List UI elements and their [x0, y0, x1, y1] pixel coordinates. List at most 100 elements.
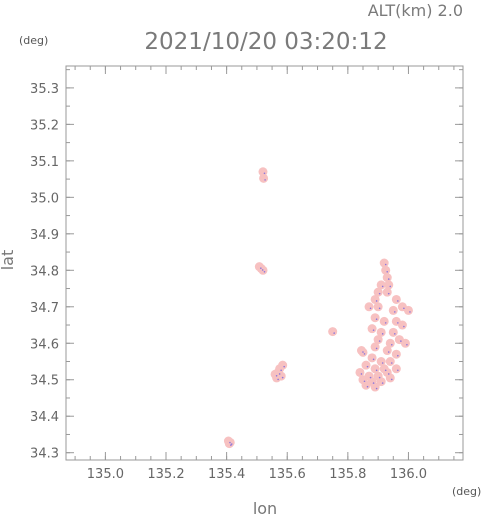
- data-point: [385, 338, 395, 348]
- data-point-edge: [230, 443, 233, 445]
- data-point: [382, 287, 392, 297]
- data-point: [385, 357, 395, 366]
- data-point: [258, 167, 268, 177]
- data-point: [382, 273, 392, 283]
- data-point-edge: [375, 369, 378, 372]
- data-point-edge: [387, 373, 390, 375]
- data-point-edge: [397, 369, 399, 372]
- data-point-edge: [369, 376, 372, 379]
- data-point: [373, 287, 383, 297]
- data-points: [223, 167, 413, 449]
- x-tick-labels: 135.0 135.2 135.4 135.6 135.8 136.0: [87, 467, 427, 482]
- data-point-edge: [390, 362, 393, 364]
- data-point-edge: [390, 343, 393, 346]
- data-point: [397, 320, 407, 330]
- data-point-edge: [387, 351, 390, 353]
- data-point: [385, 373, 395, 383]
- data-point-edge: [362, 351, 364, 353]
- data-point: [364, 302, 374, 312]
- data-point-edge: [261, 269, 264, 271]
- data-point: [379, 258, 389, 268]
- data-point: [379, 316, 389, 326]
- data-point: [376, 377, 386, 387]
- x-tick-label: 135.8: [329, 467, 366, 482]
- x-tick-label: 136.0: [390, 467, 427, 482]
- data-point: [367, 324, 377, 334]
- data-point: [328, 327, 338, 337]
- data-point-edge: [390, 378, 393, 381]
- data-point-edge: [366, 385, 369, 388]
- data-point-edge: [403, 307, 405, 310]
- x-tick-label: 135.4: [208, 467, 245, 482]
- data-point: [370, 382, 380, 392]
- data-point-edge: [372, 358, 375, 361]
- data-point-edge: [384, 263, 387, 266]
- data-point-edge: [409, 311, 411, 313]
- data-point-edge: [378, 376, 381, 379]
- x-tick-label: 135.2: [147, 467, 184, 482]
- data-point-edge: [278, 373, 281, 375]
- data-point-edge: [384, 369, 387, 372]
- data-point-edge: [229, 441, 231, 444]
- data-point: [361, 360, 371, 370]
- data-point-edge: [406, 343, 408, 346]
- data-point: [370, 342, 380, 352]
- data-point: [376, 357, 386, 366]
- data-point: [388, 327, 398, 337]
- x-tick-label: 135.0: [87, 467, 124, 482]
- data-point: [391, 364, 401, 374]
- data-point: [376, 280, 386, 290]
- data-point-edge: [397, 354, 399, 357]
- chart-subtitle: ALT(km) 2.0: [368, 1, 463, 20]
- data-point-edge: [384, 322, 387, 324]
- data-point: [373, 302, 383, 312]
- data-point-edge: [333, 332, 335, 334]
- data-point-edge: [403, 325, 405, 328]
- y-tick-label: 34.9: [30, 228, 59, 243]
- data-point: [381, 265, 391, 275]
- data-point: [400, 338, 410, 348]
- data-point-edge: [381, 362, 384, 364]
- data-point-edge: [381, 285, 384, 288]
- data-point-edge: [375, 318, 378, 321]
- data-point-edge: [263, 270, 266, 273]
- y-tick-label: 34.8: [30, 264, 59, 279]
- data-point-edge: [375, 300, 378, 302]
- data-point-edge: [393, 311, 396, 313]
- y-tick-label: 34.5: [30, 374, 59, 389]
- data-point: [355, 367, 365, 377]
- data-point: [403, 305, 413, 315]
- data-point: [272, 373, 282, 383]
- data-point-edge: [387, 292, 390, 295]
- x-unit-label: (deg): [452, 485, 481, 498]
- data-point: [370, 313, 380, 323]
- data-point-edge: [400, 340, 402, 342]
- y-tick-labels: 34.3 34.4 34.5 34.6 34.7 34.8 34.9 35.0 35.1 35.2…: [30, 82, 59, 462]
- data-point-edge: [281, 376, 284, 379]
- data-point-edge: [389, 285, 392, 288]
- data-point-edge: [381, 333, 384, 335]
- y-tick-label: 34.3: [30, 447, 59, 462]
- y-tick-label: 35.1: [30, 155, 59, 170]
- data-point-edge: [397, 322, 399, 324]
- data-point-edge: [283, 365, 285, 368]
- y-tick-label: 35.0: [30, 191, 59, 206]
- data-point-edge: [366, 365, 369, 368]
- data-point-edge: [387, 278, 390, 280]
- data-point-edge: [375, 387, 378, 390]
- data-point: [370, 364, 380, 374]
- data-point: [373, 335, 383, 345]
- data-point: [370, 294, 380, 304]
- data-point-edge: [263, 172, 266, 175]
- data-point: [275, 364, 285, 374]
- data-point-edge: [372, 329, 375, 331]
- data-point-edge: [381, 382, 384, 384]
- y-tick-label: 35.2: [30, 118, 59, 133]
- data-point-edge: [280, 369, 282, 372]
- data-point-edge: [386, 270, 389, 273]
- data-point: [259, 173, 269, 183]
- data-point: [382, 346, 392, 356]
- chart-title: 2021/10/20 03:20:12: [144, 29, 387, 55]
- data-point-edge: [397, 300, 399, 302]
